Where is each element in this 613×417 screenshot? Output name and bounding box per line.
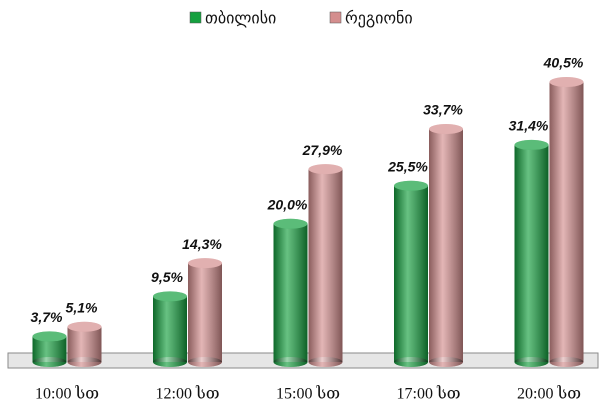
bar-top xyxy=(188,258,222,269)
data-label: 3,7% xyxy=(31,309,63,325)
bar xyxy=(394,180,428,367)
bar-shade xyxy=(67,326,102,362)
legend-swatch xyxy=(189,11,202,24)
bar-shade xyxy=(188,263,222,362)
bar-top xyxy=(429,124,463,135)
data-label: 5,1% xyxy=(66,299,98,315)
bar-bottom-shade xyxy=(308,357,343,367)
bar-top-light xyxy=(32,331,67,342)
x-tick-label: 20:00 სთ xyxy=(517,385,581,403)
bar-shade xyxy=(273,223,308,362)
bar-top xyxy=(308,164,343,175)
bar-bottom-shade xyxy=(394,357,428,367)
bar-top-light xyxy=(308,164,343,175)
x-tick-label: 10:00 სთ xyxy=(35,385,99,403)
bar xyxy=(188,258,222,367)
data-label: 27,9% xyxy=(302,142,343,158)
bar-top-light xyxy=(153,291,187,302)
bar-top xyxy=(549,77,584,87)
data-label: 33,7% xyxy=(423,102,463,118)
bar-top xyxy=(153,291,187,302)
bar-top xyxy=(32,331,67,342)
bar-top-light xyxy=(429,124,463,135)
legend-swatch xyxy=(329,11,342,24)
bar-top-light xyxy=(514,139,549,150)
bar xyxy=(273,218,308,367)
bar-bottom-shade xyxy=(273,357,308,367)
bar-shade xyxy=(308,169,343,362)
bar-bottom-shade xyxy=(549,357,584,367)
legend-label: თბილისი xyxy=(205,9,276,28)
bar-top-light xyxy=(394,180,428,191)
data-label: 20,0% xyxy=(267,196,308,212)
bar xyxy=(153,291,187,367)
bar-top-light xyxy=(67,321,102,332)
bar-top xyxy=(273,218,308,229)
bar-shade xyxy=(153,296,187,362)
data-label: 25,5% xyxy=(387,158,428,174)
bar xyxy=(67,321,102,367)
legend-item: რეგიონი xyxy=(329,9,413,28)
bar-bottom-shade xyxy=(153,357,187,367)
x-tick-label: 17:00 სთ xyxy=(397,385,461,403)
x-tick-label: 12:00 სთ xyxy=(156,385,220,403)
bar-bottom-shade xyxy=(514,357,549,367)
bar-shade xyxy=(514,144,549,362)
bar xyxy=(514,139,549,367)
bar-bottom-shade xyxy=(67,357,102,367)
bar-top xyxy=(514,139,549,150)
data-label: 31,4% xyxy=(509,118,549,134)
bar-shade xyxy=(549,82,584,362)
bar xyxy=(549,77,584,367)
bar-top-light xyxy=(549,77,584,87)
bar-bottom-shade xyxy=(32,357,67,367)
bar-shade xyxy=(429,129,463,362)
data-label: 9,5% xyxy=(151,269,183,285)
bar xyxy=(429,124,463,367)
legend-item: თბილისი xyxy=(189,9,276,28)
bar-shade xyxy=(394,185,428,362)
data-label: 14,3% xyxy=(182,236,222,252)
bar-top-light xyxy=(273,218,308,229)
bar-top-light xyxy=(188,258,222,269)
legend-label: რეგიონი xyxy=(345,9,413,28)
x-tick-label: 15:00 სთ xyxy=(276,385,340,403)
bar xyxy=(32,331,67,367)
bar-bottom-shade xyxy=(188,357,222,367)
bar-top xyxy=(67,321,102,332)
bar-bottom-shade xyxy=(429,357,463,367)
bar xyxy=(308,164,343,367)
bar-top xyxy=(394,180,428,191)
data-label: 40,5% xyxy=(543,55,584,71)
